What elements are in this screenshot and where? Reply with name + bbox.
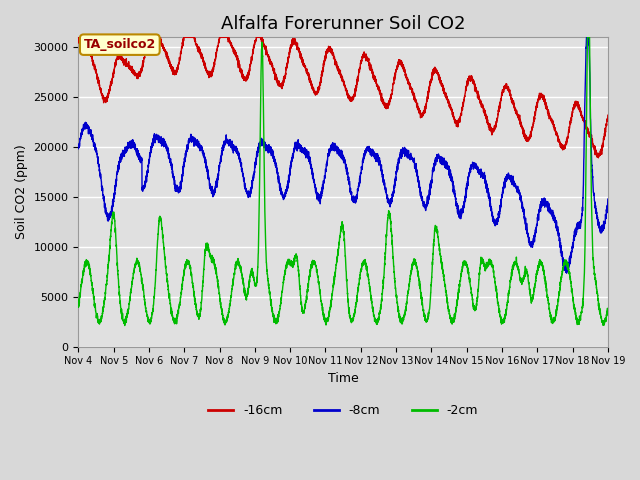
X-axis label: Time: Time <box>328 372 358 385</box>
Text: TA_soilco2: TA_soilco2 <box>84 38 156 51</box>
Y-axis label: Soil CO2 (ppm): Soil CO2 (ppm) <box>15 144 28 240</box>
Legend: -16cm, -8cm, -2cm: -16cm, -8cm, -2cm <box>203 399 483 422</box>
Title: Alfalfa Forerunner Soil CO2: Alfalfa Forerunner Soil CO2 <box>221 15 465 33</box>
